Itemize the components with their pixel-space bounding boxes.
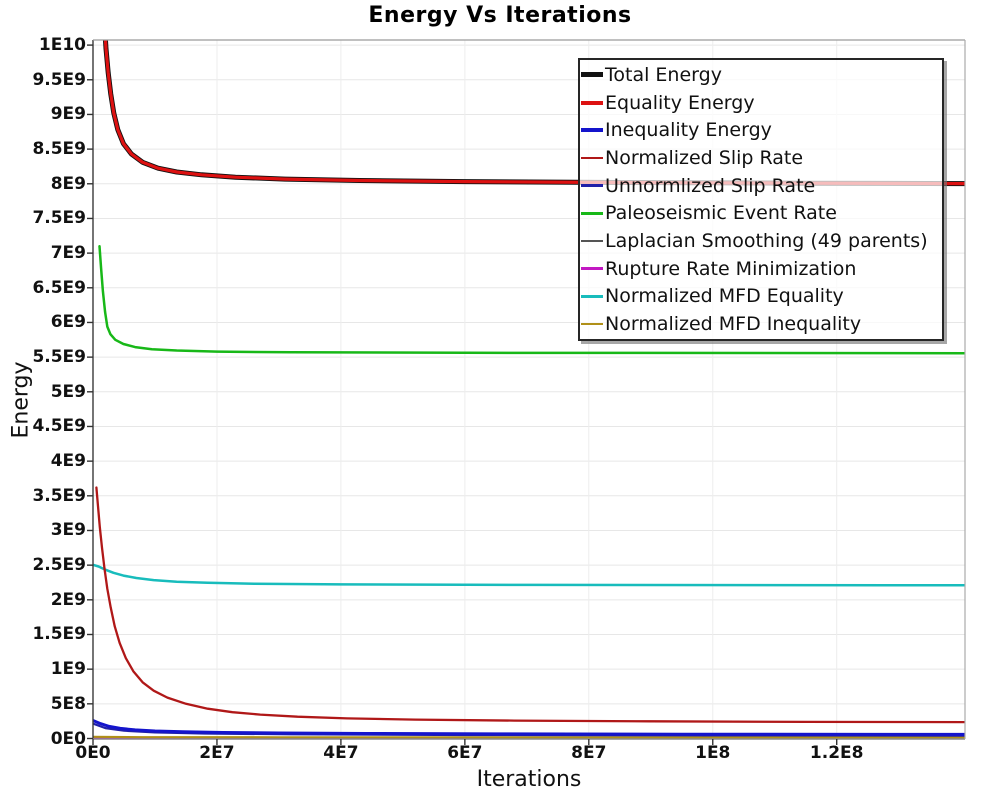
y-tick-label: 7.5E9 [32,208,86,229]
y-tick-label: 1.5E9 [32,624,86,645]
legend-item-normalized-slip-rate: Normalized Slip Rate [581,144,942,172]
legend-item-total-energy: Total Energy [581,61,942,89]
legend-item-inequality-energy: Inequality Energy [581,116,942,144]
y-tick-label: 7E9 [50,243,86,264]
legend-swatch [581,156,603,160]
legend-item-rupture-rate-minimization: Rupture Rate Minimization [581,255,942,283]
legend-swatch [581,322,603,326]
y-tick-label: 9E9 [50,104,86,125]
x-tick-label: 1.2E8 [809,743,864,763]
x-tick-label: 1E8 [695,743,731,763]
legend-item-normalized-mfd-equality: Normalized MFD Equality [581,283,942,311]
series-line-inequality-energy [93,719,965,736]
legend-label: Laplacian Smoothing (49 parents) [605,229,928,252]
y-tick-label: 4.5E9 [32,416,86,437]
legend-label: Rupture Rate Minimization [605,257,857,280]
series-line-equality-energy [103,40,965,186]
y-tick-label: 3E9 [50,520,86,541]
legend-item-equality-energy: Equality Energy [581,89,942,117]
legend: Total Energy Equality Energy Inequality En… [578,58,944,341]
legend-label: Paleoseismic Event Rate [605,202,837,225]
legend-item-laplacian-smoothing-49-parents-: Laplacian Smoothing (49 parents) [581,227,942,255]
y-tick-label: 4E9 [50,451,86,472]
series-line-normalized-slip-rate [95,486,965,724]
legend-swatch [581,72,603,78]
legend-swatch [581,184,603,187]
legend-label: Normalized MFD Equality [605,285,844,308]
chart-title: Energy Vs Iterations [368,3,632,28]
legend-label: Normalized MFD Inequality [605,313,862,336]
legend-item-unnormlized-slip-rate: Unnormlized Slip Rate [581,172,942,200]
y-tick-label: 5E9 [50,381,86,402]
y-tick-label: 8E9 [50,173,86,194]
x-tick-label: 2E7 [199,743,235,763]
legend-swatch [581,267,603,270]
legend-label: Unnormlized Slip Rate [605,174,816,197]
y-axis-title: Energy [8,361,34,439]
legend-label: Inequality Energy [605,119,772,142]
legend-label: Total Energy [605,63,722,86]
legend-label: Normalized Slip Rate [605,146,804,169]
x-tick-label: 4E7 [323,743,359,763]
legend-swatch [581,212,603,215]
y-tick-label: 6.5E9 [32,277,86,298]
legend-label: Equality Energy [605,91,755,114]
y-tick-label: 0E0 [50,728,86,749]
series-line-normalized-mfd-equality [93,563,965,587]
y-tick-label: 2E9 [50,589,86,610]
y-tick-label: 1E9 [50,659,86,680]
x-axis-title: Iterations [476,767,582,792]
y-tick-label: 5E8 [50,693,86,714]
series-line-normalized-mfd-inequality [93,735,965,739]
x-tick-label: 8E7 [571,743,607,763]
y-tick-label: 2.5E9 [32,555,86,576]
y-tick-label: 5.5E9 [32,347,86,368]
legend-item-normalized-mfd-inequality: Normalized MFD Inequality [581,310,942,338]
x-tick-label: 6E7 [447,743,483,763]
legend-swatch [581,239,603,243]
series-line-paleoseismic-event-rate [98,244,965,355]
x-tick-label: 0E0 [75,743,111,763]
y-tick-label: 8.5E9 [32,139,86,160]
y-tick-label: 6E9 [50,312,86,333]
legend-swatch [581,100,603,105]
legend-swatch [581,295,603,298]
legend-item-paleoseismic-event-rate: Paleoseismic Event Rate [581,199,942,227]
y-tick-label: 3.5E9 [32,485,86,506]
y-tick-label: 9.5E9 [32,69,86,90]
y-tick-label: 1E10 [38,35,86,56]
legend-swatch [581,128,603,133]
